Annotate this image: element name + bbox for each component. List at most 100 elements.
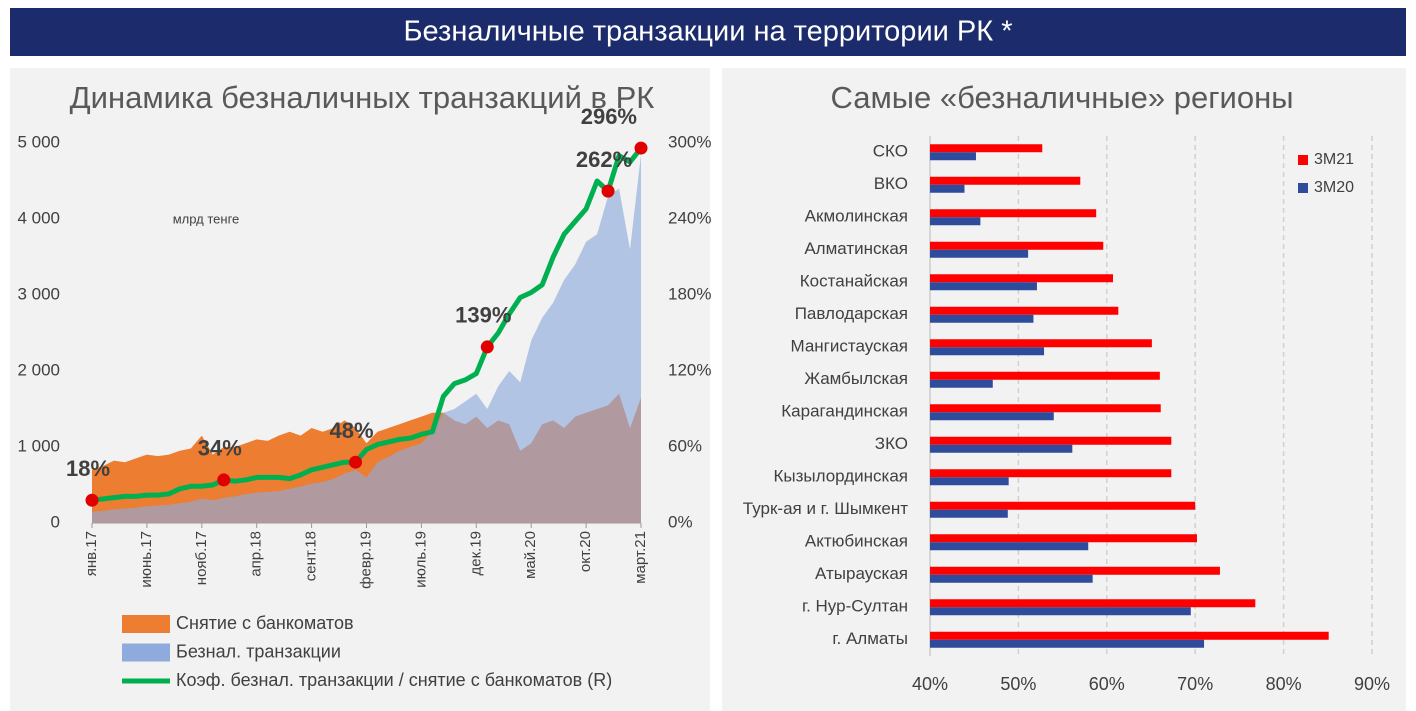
bar (930, 347, 1045, 356)
highlight-marker (349, 455, 363, 469)
bar (930, 217, 981, 226)
highlight-marker (217, 473, 231, 487)
y-tick-label: Жамбылская (804, 369, 908, 388)
bar (930, 436, 1172, 445)
data-label: 34% (198, 436, 242, 461)
y-tick-label: Турк-ая и г. Шымкент (743, 499, 908, 518)
legend-label: Снятие с банкоматов (176, 613, 354, 633)
legend-swatch (122, 643, 170, 662)
bar (930, 306, 1119, 315)
bar (930, 314, 1034, 323)
y-tick-label: Павлодарская (795, 304, 908, 323)
bar (930, 631, 1329, 640)
y-tick-label: 5 000 (17, 132, 60, 151)
bar (930, 209, 1097, 218)
bar (930, 379, 993, 388)
data-label: 18% (66, 456, 110, 481)
x-tick-label: 80% (1266, 674, 1302, 694)
y-tick-label: СКО (873, 142, 908, 161)
y-tick-label: г. Алматы (832, 629, 908, 648)
y-tick-label: 0 (51, 512, 60, 531)
y-tick-label: Карагандинская (781, 402, 908, 421)
bar (930, 249, 1029, 258)
y-tick-label: Актюбинская (805, 532, 908, 551)
y-tick-label: Алматинская (804, 239, 908, 258)
y-tick-label: Мангистауская (790, 337, 908, 356)
legend-label: Коэф. безнал. транзакции / снятие с банк… (176, 670, 612, 690)
bar (930, 469, 1172, 478)
x-tick-label: окт.20 (577, 531, 594, 572)
bar (930, 534, 1197, 543)
chart-title: Динамика безналичных транзакций в РК (70, 80, 655, 115)
x-tick-label: 40% (912, 674, 948, 694)
y2-tick-label: 240% (668, 208, 711, 227)
bar (930, 404, 1161, 413)
legend-swatch (1298, 183, 1308, 193)
chart-title: Самые «безналичные» регионы (830, 80, 1293, 115)
x-tick-label: апр.18 (248, 531, 265, 577)
y-tick-label: Акмолинская (805, 207, 908, 226)
highlight-marker (85, 493, 99, 507)
legend-label: 3M21 (1314, 151, 1354, 168)
y2-tick-label: 120% (668, 360, 711, 379)
x-tick-label: янв.17 (83, 531, 100, 576)
y-tick-label: 3 000 (17, 284, 60, 303)
bar (930, 184, 965, 193)
bar (930, 371, 1160, 380)
area (92, 154, 641, 523)
header-title: Безналичные транзакции на территории РК … (404, 16, 1013, 48)
x-tick-label: 90% (1354, 674, 1390, 694)
data-label: 296% (581, 104, 637, 129)
y-tick-label: Кызылординская (773, 467, 908, 486)
highlight-marker (634, 141, 648, 155)
bar (930, 509, 1008, 518)
x-tick-label: июнь.17 (138, 531, 155, 588)
legend-swatch (1298, 155, 1308, 165)
y-tick-label: 4 000 (17, 208, 60, 227)
bar (930, 477, 1009, 486)
bar (930, 176, 1081, 185)
highlight-marker (601, 184, 615, 198)
bar (930, 241, 1104, 250)
x-tick-label: март.21 (632, 531, 649, 584)
bar (930, 607, 1191, 616)
y2-tick-label: 300% (668, 132, 711, 151)
data-label: 48% (329, 418, 373, 443)
y2-tick-label: 180% (668, 284, 711, 303)
x-tick-label: май.20 (522, 531, 539, 579)
y-tick-label: 2 000 (17, 360, 60, 379)
unit-annotation: млрд тенге (173, 211, 240, 226)
highlight-marker (480, 340, 494, 354)
bar (930, 152, 976, 161)
y-tick-label: ВКО (874, 174, 908, 193)
x-tick-label: дек.19 (467, 531, 484, 576)
y-tick-label: Атырауская (815, 564, 908, 583)
x-tick-label: сент.18 (303, 531, 320, 581)
bar (930, 144, 1043, 153)
bar (930, 599, 1256, 608)
line (91, 146, 643, 503)
data-label: 262% (576, 147, 632, 172)
x-tick-label: июль.19 (412, 531, 429, 588)
bar (930, 412, 1054, 421)
header-banner (10, 8, 1406, 56)
x-tick-label: 70% (1177, 674, 1213, 694)
data-label: 139% (455, 303, 511, 328)
y2-tick-label: 0% (668, 512, 693, 531)
y2-tick-label: 60% (668, 436, 702, 455)
y-tick-label: 1 000 (17, 436, 60, 455)
y-tick-label: Костанайская (800, 272, 908, 291)
x-tick-label: февр.19 (357, 531, 374, 589)
bar (930, 282, 1037, 291)
y-tick-label: г. Нур-Султан (802, 597, 908, 616)
bar (930, 274, 1113, 283)
bar (930, 339, 1152, 348)
y-tick-label: ЗКО (875, 434, 908, 453)
bar (930, 574, 1093, 583)
x-tick-label: нояб.17 (193, 531, 210, 585)
legend-label: 3M20 (1314, 179, 1354, 196)
legend-label: Безнал. транзакции (176, 641, 341, 661)
legend-swatch (122, 615, 170, 633)
bar (930, 566, 1220, 575)
